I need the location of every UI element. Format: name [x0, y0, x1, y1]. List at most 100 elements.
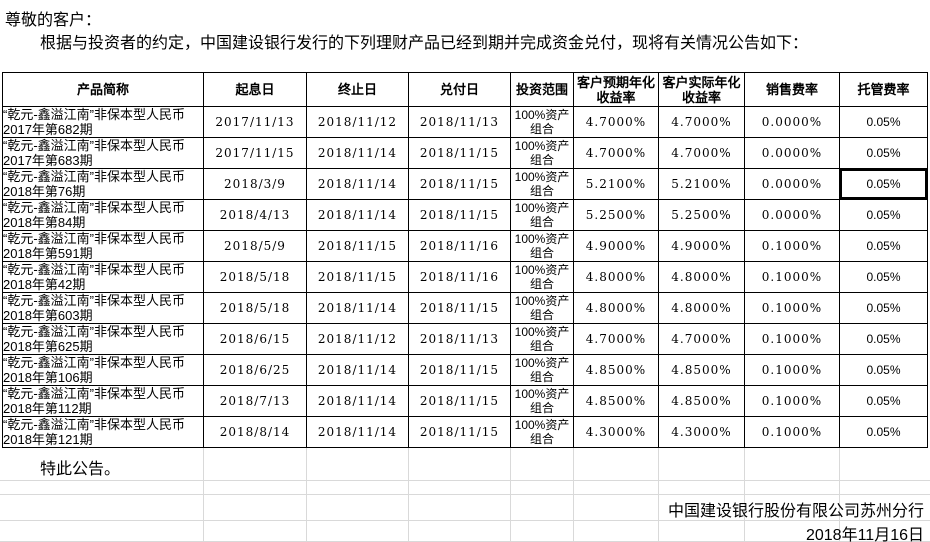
- cell-end-date[interactable]: 2018/11/15: [306, 261, 409, 293]
- cell-start-date[interactable]: 2018/3/9: [203, 168, 307, 200]
- cell-custody-fee[interactable]: 0.05%: [839, 261, 928, 293]
- cell-actual-yield[interactable]: 5.2500%: [658, 199, 745, 231]
- cell-custody-fee[interactable]: 0.05%: [839, 354, 928, 386]
- cell-product-name[interactable]: “乾元-鑫溢江南”非保本型人民币 2018年第42期: [2, 261, 204, 293]
- cell-expected-yield[interactable]: 4.8500%: [573, 385, 659, 417]
- col-header-expected-yield[interactable]: 客户预期年化收益率: [573, 72, 659, 107]
- cell-actual-yield[interactable]: 4.8500%: [658, 385, 745, 417]
- cell-invest-scope[interactable]: 100%资产组合: [510, 137, 574, 169]
- cell-end-date[interactable]: 2018/11/12: [306, 323, 409, 355]
- cell-sales-fee[interactable]: 0.0000%: [744, 168, 840, 200]
- cell-sales-fee[interactable]: 0.0000%: [744, 106, 840, 138]
- cell-invest-scope[interactable]: 100%资产组合: [510, 261, 574, 293]
- cell-expected-yield[interactable]: 5.2500%: [573, 199, 659, 231]
- cell-redeem-date[interactable]: 2018/11/15: [408, 292, 511, 324]
- cell-custody-fee[interactable]: 0.05%: [839, 199, 928, 231]
- cell-actual-yield[interactable]: 4.7000%: [658, 106, 745, 138]
- cell-actual-yield[interactable]: 4.7000%: [658, 323, 745, 355]
- cell-start-date[interactable]: 2017/11/15: [203, 137, 307, 169]
- cell-custody-fee[interactable]: 0.05%: [839, 137, 928, 169]
- cell-end-date[interactable]: 2018/11/14: [306, 354, 409, 386]
- col-header-redeem-date[interactable]: 兑付日: [408, 72, 511, 107]
- cell-start-date[interactable]: 2018/6/25: [203, 354, 307, 386]
- cell-redeem-date[interactable]: 2018/11/15: [408, 385, 511, 417]
- cell-redeem-date[interactable]: 2018/11/13: [408, 323, 511, 355]
- cell-product-name[interactable]: “乾元-鑫溢江南”非保本型人民币 2018年第121期: [2, 416, 204, 448]
- col-header-sales-fee[interactable]: 销售费率: [744, 72, 840, 107]
- cell-invest-scope[interactable]: 100%资产组合: [510, 292, 574, 324]
- cell-product-name[interactable]: “乾元-鑫溢江南”非保本型人民币 2018年第591期: [2, 230, 204, 262]
- cell-redeem-date[interactable]: 2018/11/16: [408, 230, 511, 262]
- cell-redeem-date[interactable]: 2018/11/15: [408, 416, 511, 448]
- cell-end-date[interactable]: 2018/11/14: [306, 137, 409, 169]
- cell-end-date[interactable]: 2018/11/14: [306, 416, 409, 448]
- cell-end-date[interactable]: 2018/11/14: [306, 385, 409, 417]
- cell-product-name[interactable]: “乾元-鑫溢江南”非保本型人民币 2017年第683期: [2, 137, 204, 169]
- cell-redeem-date[interactable]: 2018/11/13: [408, 106, 511, 138]
- cell-expected-yield[interactable]: 4.9000%: [573, 230, 659, 262]
- cell-start-date[interactable]: 2018/8/14: [203, 416, 307, 448]
- cell-start-date[interactable]: 2018/4/13: [203, 199, 307, 231]
- cell-actual-yield[interactable]: 5.2100%: [658, 168, 745, 200]
- cell-end-date[interactable]: 2018/11/14: [306, 168, 409, 200]
- cell-redeem-date[interactable]: 2018/11/15: [408, 137, 511, 169]
- cell-sales-fee[interactable]: 0.1000%: [744, 416, 840, 448]
- cell-sales-fee[interactable]: 0.1000%: [744, 354, 840, 386]
- cell-product-name[interactable]: “乾元-鑫溢江南”非保本型人民币 2018年第112期: [2, 385, 204, 417]
- cell-expected-yield[interactable]: 4.7000%: [573, 323, 659, 355]
- selected-cell[interactable]: 0.05%: [839, 168, 928, 200]
- cell-product-name[interactable]: “乾元-鑫溢江南”非保本型人民币 2018年第625期: [2, 323, 204, 355]
- cell-invest-scope[interactable]: 100%资产组合: [510, 385, 574, 417]
- cell-product-name[interactable]: “乾元-鑫溢江南”非保本型人民币 2018年第76期: [2, 168, 204, 200]
- cell-start-date[interactable]: 2018/5/9: [203, 230, 307, 262]
- cell-invest-scope[interactable]: 100%资产组合: [510, 323, 574, 355]
- cell-invest-scope[interactable]: 100%资产组合: [510, 168, 574, 200]
- cell-start-date[interactable]: 2018/6/15: [203, 323, 307, 355]
- cell-product-name[interactable]: “乾元-鑫溢江南”非保本型人民币 2018年第603期: [2, 292, 204, 324]
- cell-invest-scope[interactable]: 100%资产组合: [510, 199, 574, 231]
- cell-redeem-date[interactable]: 2018/11/15: [408, 199, 511, 231]
- cell-product-name[interactable]: “乾元-鑫溢江南”非保本型人民币 2018年第84期: [2, 199, 204, 231]
- cell-invest-scope[interactable]: 100%资产组合: [510, 416, 574, 448]
- cell-expected-yield[interactable]: 4.7000%: [573, 106, 659, 138]
- cell-product-name[interactable]: “乾元-鑫溢江南”非保本型人民币 2017年第682期: [2, 106, 204, 138]
- cell-expected-yield[interactable]: 4.8000%: [573, 261, 659, 293]
- cell-custody-fee[interactable]: 0.05%: [839, 323, 928, 355]
- cell-redeem-date[interactable]: 2018/11/15: [408, 168, 511, 200]
- cell-sales-fee[interactable]: 0.1000%: [744, 292, 840, 324]
- cell-end-date[interactable]: 2018/11/14: [306, 292, 409, 324]
- col-header-product-name[interactable]: 产品简称: [2, 72, 204, 107]
- cell-redeem-date[interactable]: 2018/11/15: [408, 354, 511, 386]
- cell-end-date[interactable]: 2018/11/14: [306, 199, 409, 231]
- cell-end-date[interactable]: 2018/11/15: [306, 230, 409, 262]
- cell-invest-scope[interactable]: 100%资产组合: [510, 354, 574, 386]
- cell-start-date[interactable]: 2018/7/13: [203, 385, 307, 417]
- cell-custody-fee[interactable]: 0.05%: [839, 416, 928, 448]
- cell-start-date[interactable]: 2017/11/13: [203, 106, 307, 138]
- col-header-end-date[interactable]: 终止日: [306, 72, 409, 107]
- cell-actual-yield[interactable]: 4.8500%: [658, 354, 745, 386]
- cell-custody-fee[interactable]: 0.05%: [839, 230, 928, 262]
- cell-sales-fee[interactable]: 0.1000%: [744, 261, 840, 293]
- cell-sales-fee[interactable]: 0.1000%: [744, 385, 840, 417]
- cell-invest-scope[interactable]: 100%资产组合: [510, 230, 574, 262]
- cell-expected-yield[interactable]: 4.8000%: [573, 292, 659, 324]
- cell-actual-yield[interactable]: 4.7000%: [658, 137, 745, 169]
- cell-product-name[interactable]: “乾元-鑫溢江南”非保本型人民币 2018年第106期: [2, 354, 204, 386]
- cell-actual-yield[interactable]: 4.8000%: [658, 292, 745, 324]
- cell-actual-yield[interactable]: 4.8000%: [658, 261, 745, 293]
- cell-expected-yield[interactable]: 4.8500%: [573, 354, 659, 386]
- col-header-invest-scope[interactable]: 投资范围: [510, 72, 574, 107]
- cell-actual-yield[interactable]: 4.9000%: [658, 230, 745, 262]
- cell-start-date[interactable]: 2018/5/18: [203, 292, 307, 324]
- cell-expected-yield[interactable]: 5.2100%: [573, 168, 659, 200]
- cell-sales-fee[interactable]: 0.0000%: [744, 137, 840, 169]
- cell-sales-fee[interactable]: 0.1000%: [744, 230, 840, 262]
- col-header-start-date[interactable]: 起息日: [203, 72, 307, 107]
- col-header-custody-fee[interactable]: 托管费率: [839, 72, 928, 107]
- cell-custody-fee[interactable]: 0.05%: [839, 385, 928, 417]
- cell-custody-fee[interactable]: 0.05%: [839, 292, 928, 324]
- cell-end-date[interactable]: 2018/11/12: [306, 106, 409, 138]
- cell-sales-fee[interactable]: 0.1000%: [744, 323, 840, 355]
- cell-expected-yield[interactable]: 4.7000%: [573, 137, 659, 169]
